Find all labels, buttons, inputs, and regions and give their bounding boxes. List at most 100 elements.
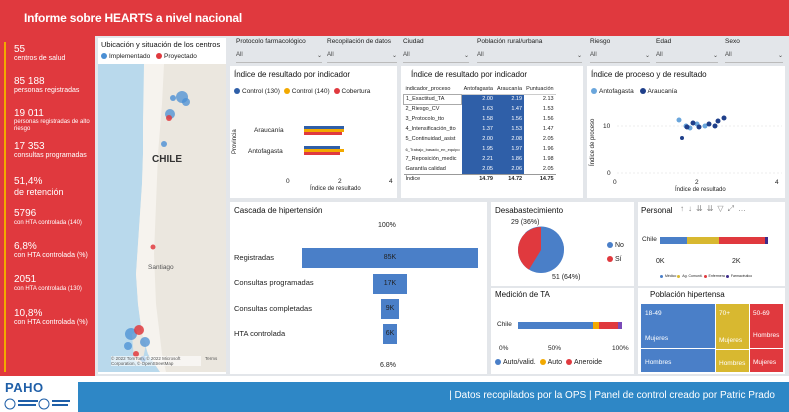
filter-age-select[interactable]: All ⌄	[656, 52, 718, 63]
legend-dot-red-icon	[156, 53, 163, 60]
treemap-tile-18-49[interactable]: 18-49 Mujeres Hombres	[641, 304, 715, 372]
filter-data-collection-select[interactable]: All ⌄	[327, 52, 397, 63]
map-marker-blue[interactable]	[124, 342, 132, 350]
scatter-point[interactable]	[696, 124, 702, 130]
scatter-xlabel: Índice de resultado	[675, 187, 726, 193]
chevron-down-icon: ⌄	[391, 53, 397, 59]
bar-segment[interactable]	[599, 322, 618, 329]
bar[interactable]	[304, 129, 344, 132]
more-options-icon[interactable]: …	[737, 204, 750, 213]
scatter-point[interactable]	[680, 136, 684, 140]
table-row[interactable]: 3_Protocolo_tto 1.58 1.56 1.56	[405, 114, 554, 124]
kpi-controlled-140: 5796 con HTA controlada (140)	[14, 208, 82, 226]
table-row[interactable]: Índice 14.79 14.72 14.75	[403, 174, 556, 184]
cascade-bar[interactable]: 17K	[373, 274, 407, 294]
filter-protocol-select[interactable]: All ⌄	[236, 52, 322, 63]
legend-dot-icon	[234, 88, 240, 95]
filter-city-select[interactable]: All ⌄	[403, 52, 469, 63]
staff-stacked-bar[interactable]	[660, 237, 768, 244]
chevron-down-icon: ⌄	[777, 53, 783, 59]
table-row[interactable]: 4_Intensificación_tto 1.37 1.53 1.47	[405, 124, 554, 134]
focus-mode-icon[interactable]: ⤢	[727, 204, 738, 213]
legend-dot-icon	[660, 274, 663, 278]
map-marker-blue[interactable]	[170, 95, 176, 101]
table-row[interactable]: 7_Reposición_medic 2.21 1.86 1.98	[405, 154, 554, 164]
scatter-point[interactable]	[712, 123, 718, 129]
scatter-point[interactable]	[690, 120, 696, 126]
drill-down-icon[interactable]: ⇊	[696, 204, 707, 213]
bar-segment[interactable]	[518, 322, 593, 329]
map-marker-red[interactable]	[133, 351, 139, 357]
table-row[interactable]: Garantía calidad 2.05 2.06 2.05	[404, 164, 556, 174]
table-header: Puntuación	[526, 85, 554, 92]
scatter-point[interactable]	[684, 124, 690, 130]
bar-segment[interactable]	[660, 237, 687, 244]
stockout-pie[interactable]	[491, 202, 634, 286]
scatter-point[interactable]	[715, 118, 721, 124]
table-row[interactable]: 5_Continuidad_asist 2.00 2.08 2.05	[405, 134, 554, 144]
cascade-bar[interactable]: 6K	[383, 324, 397, 344]
filter-icon[interactable]: ▽	[717, 204, 728, 213]
map-marker-red[interactable]	[150, 244, 156, 250]
filter-protocol[interactable]: Protocolo farmacológico All ⌄	[236, 38, 322, 68]
filter-rural-urban-select[interactable]: All ⌄	[477, 52, 582, 63]
legend-dot-icon	[677, 274, 681, 278]
bar-segment[interactable]	[592, 322, 600, 329]
bar[interactable]	[304, 126, 344, 129]
bar-segment[interactable]	[687, 237, 720, 244]
map-canvas[interactable]	[98, 64, 226, 372]
filter-risk-select[interactable]: All ⌄	[590, 52, 650, 63]
treemap-tile-50-69[interactable]: 50-69 Hombres Mujeres	[750, 304, 783, 372]
cascade-bar[interactable]: 85K	[302, 248, 478, 268]
map-marker-red[interactable]	[166, 115, 172, 121]
bp-stacked-bar[interactable]	[518, 322, 622, 329]
scatter-point[interactable]	[706, 121, 712, 127]
treemap-tile-70plus[interactable]: 70+ Mujeres Hombres	[716, 304, 749, 372]
cascade-bar[interactable]: 9K	[381, 299, 399, 319]
table-header: Antofagasta	[463, 85, 493, 92]
bar-segment[interactable]	[719, 237, 765, 244]
expand-icon[interactable]: ⇊	[706, 204, 718, 213]
bar[interactable]	[304, 132, 342, 135]
bar[interactable]	[304, 149, 344, 152]
table-row[interactable]: 6_Trabajo_basado_en_equipo 1.95 1.97 1.96	[405, 144, 554, 154]
filter-city[interactable]: Ciudad All ⌄	[403, 38, 469, 68]
map-terms-link[interactable]: Terms	[205, 356, 218, 361]
filter-rural-urban[interactable]: Población rural/urbana All ⌄	[477, 38, 582, 68]
map-marker-blue[interactable]	[125, 328, 137, 340]
result-table-panel: Índice de resultado por indicador indica…	[401, 66, 583, 198]
map-marker-blue[interactable]	[161, 141, 167, 147]
scatter-point[interactable]	[676, 117, 682, 123]
bar[interactable]	[304, 146, 340, 149]
bar-segment[interactable]	[764, 237, 768, 244]
scatter-point[interactable]	[721, 115, 727, 121]
map-legend: Implementado Proyectado	[101, 53, 197, 60]
x-tick: 2K	[732, 258, 741, 265]
filter-sex[interactable]: Sexo All ⌄	[725, 38, 783, 68]
result-table-title: Índice de resultado por indicador	[411, 70, 528, 79]
scatter-plot-area[interactable]	[587, 66, 785, 198]
filter-data-collection[interactable]: Recopilación de datos All ⌄	[327, 38, 397, 68]
table-row[interactable]: 2_Riesgo_CV 1.63 1.47 1.53	[405, 104, 554, 114]
result-chart-xlabel: Índice de resultado	[310, 186, 361, 192]
kpi-controlled-130: 2051 con HTA controlada (130)	[14, 274, 82, 292]
chevron-down-icon: ⌄	[712, 53, 718, 59]
cascade-panel: Cascada de hipertensión 100% Registradas…	[230, 202, 487, 374]
staff-category: Chile	[642, 236, 657, 243]
map-marker-red[interactable]	[134, 325, 144, 335]
filter-risk[interactable]: Riesgo All ⌄	[590, 38, 650, 68]
table-header: Araucanía	[496, 85, 523, 92]
kpi-controlled-130-pct: 10,8% con HTA controlada (%)	[14, 308, 88, 326]
bar[interactable]	[304, 152, 340, 155]
map-marker-blue[interactable]	[182, 98, 190, 106]
scatter-point[interactable]	[702, 123, 708, 129]
table-row[interactable]: 1_Exactitud_TA 2.00 2.19 2.13	[402, 93, 556, 105]
filter-age[interactable]: Edad All ⌄	[656, 38, 718, 68]
sort-up-icon[interactable]: ↑	[680, 204, 688, 213]
bp-category: Chile	[497, 321, 512, 328]
pie-slice-si[interactable]	[518, 227, 541, 270]
filter-sex-select[interactable]: All ⌄	[725, 52, 783, 63]
bar-segment[interactable]	[617, 322, 622, 329]
sort-down-icon[interactable]: ↓	[688, 204, 696, 213]
map-marker-blue[interactable]	[140, 337, 150, 347]
